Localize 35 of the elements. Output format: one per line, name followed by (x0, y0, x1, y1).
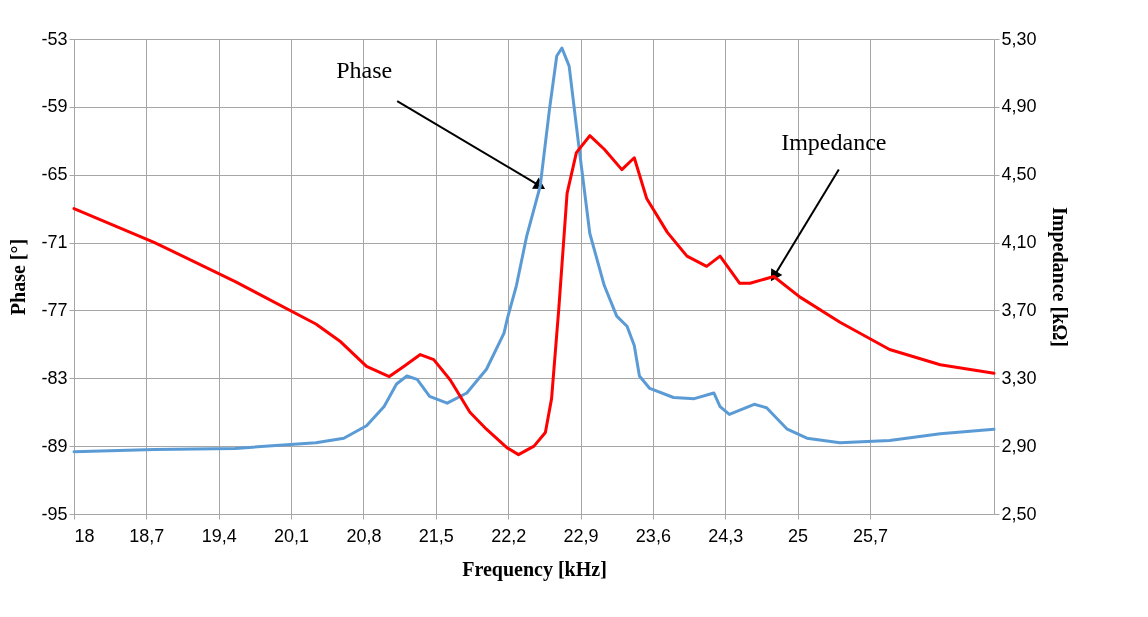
y-tick-label: -77 (41, 299, 68, 320)
x-tick-label: 22,9 (563, 525, 599, 546)
x-tick-label: 18,7 (129, 525, 165, 546)
x-tick-label: 20,1 (274, 525, 310, 546)
y2-tick-label: 5,30 (1001, 28, 1037, 49)
y2-tick-label: 3,30 (1001, 367, 1037, 388)
line-series (72, 134, 996, 457)
y-tick-label: -59 (41, 96, 68, 117)
x-tick-label: 25 (788, 525, 809, 546)
x-tick-label: 23,6 (635, 525, 671, 546)
y2-tick-label: 2,90 (1001, 435, 1037, 456)
x-tick-label: 24,3 (708, 525, 744, 546)
x-axis-title: Frequency [kHz] (462, 557, 607, 581)
y2-tick-label: 2,50 (1001, 503, 1037, 524)
line-series (72, 46, 996, 454)
y2-tick-label: 4,10 (1001, 232, 1037, 253)
x-tick-label: 19,4 (201, 525, 237, 546)
x-tick-label: 20,8 (346, 525, 382, 546)
y-axis-title: Phase [°] (7, 238, 30, 316)
y-tick-label: -95 (41, 503, 68, 524)
y-tick-label: -83 (41, 367, 68, 388)
annotation: Impedance (781, 128, 887, 155)
x-tick-label: 21,5 (418, 525, 454, 546)
y-tick-label: -65 (41, 164, 68, 185)
y-tick-label: -71 (41, 232, 68, 253)
y2-tick-label: 3,70 (1001, 299, 1037, 320)
y2-tick-label: 4,90 (1001, 96, 1037, 117)
annotation: Phase (336, 57, 393, 84)
x-tick-label: 18 (74, 525, 95, 546)
y-tick-label: -89 (41, 435, 68, 456)
y-tick-label: -53 (41, 28, 68, 49)
y2-axis-title: Impedance [kΩ] (1047, 207, 1071, 347)
x-tick-label: 25,7 (852, 525, 888, 546)
y2-tick-label: 4,50 (1001, 164, 1037, 185)
x-tick-label: 22,2 (491, 525, 527, 546)
